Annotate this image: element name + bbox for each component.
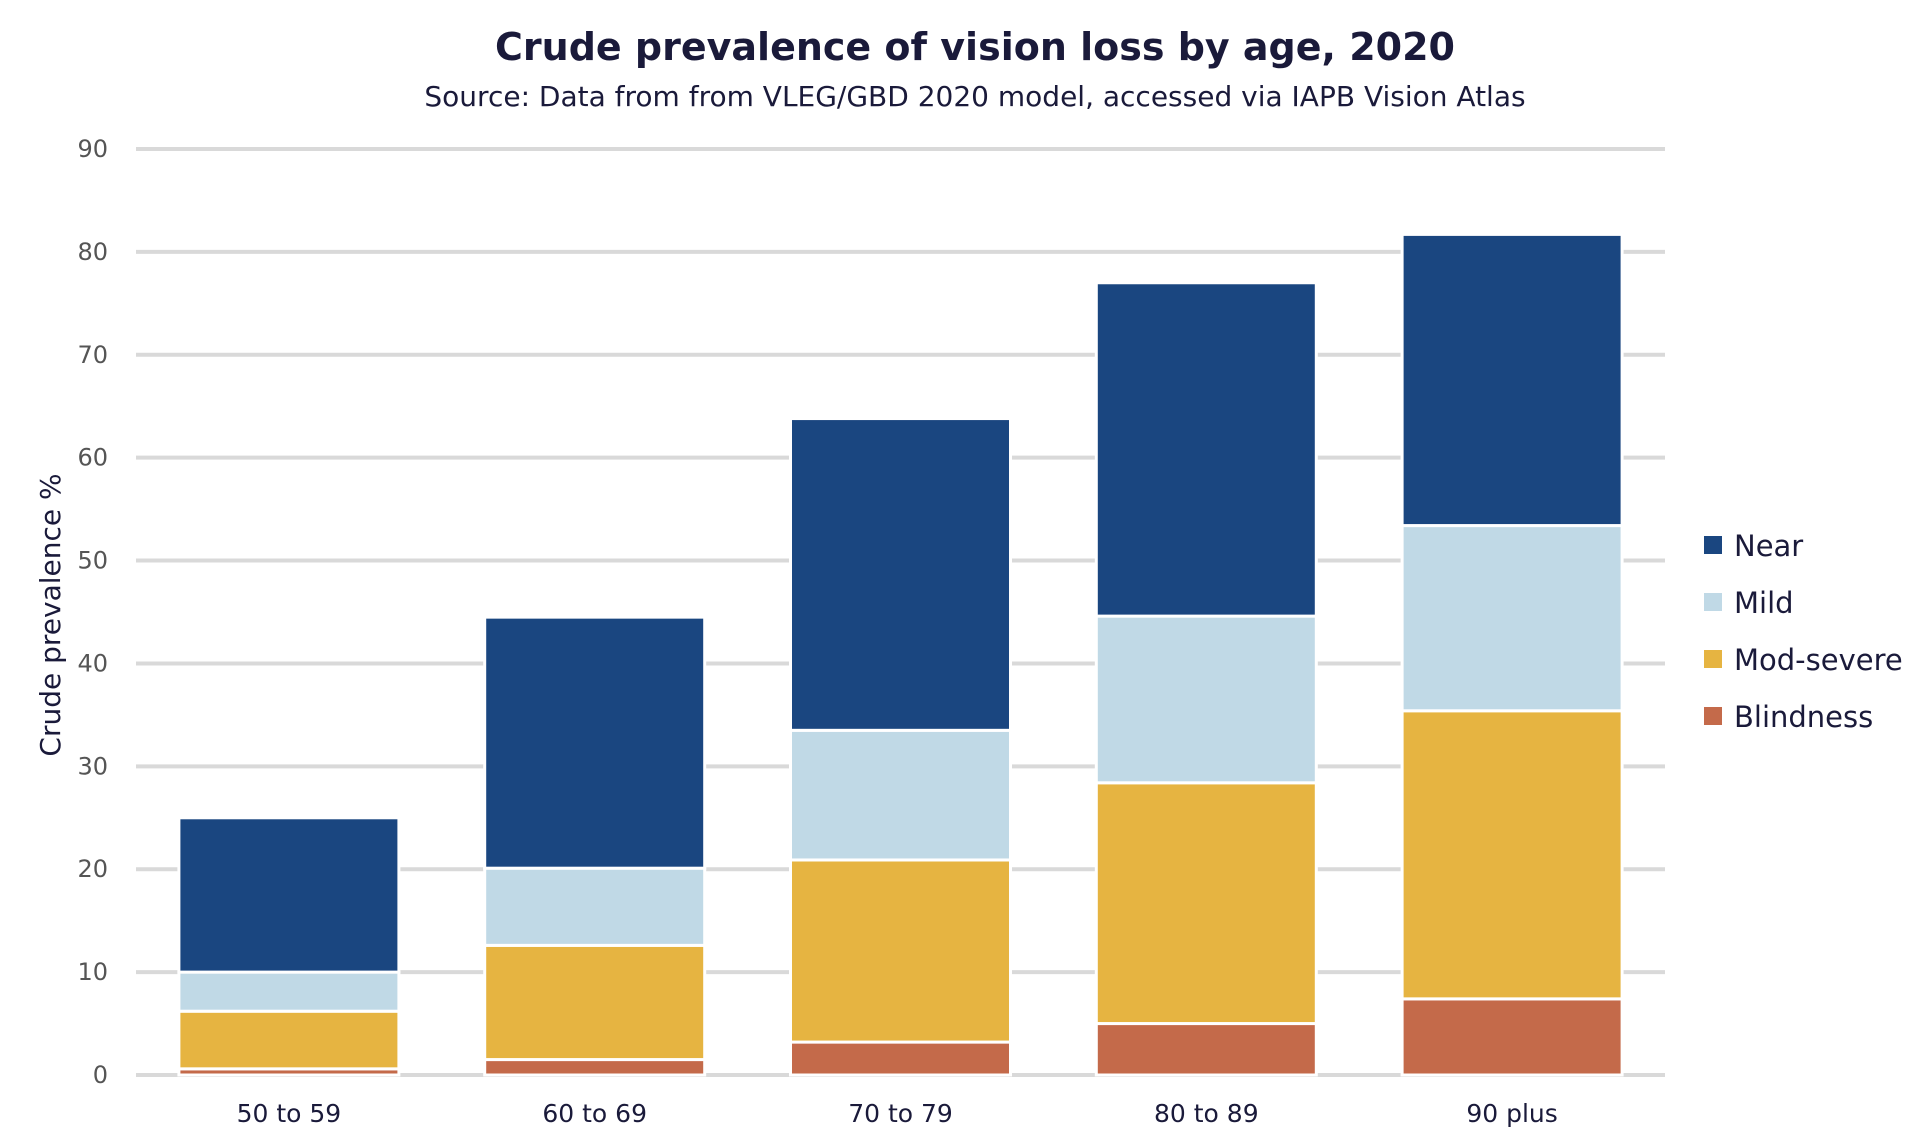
bar-segment bbox=[177, 970, 401, 1013]
y-axis-label: Crude prevalence % bbox=[34, 473, 67, 756]
legend-item: Near bbox=[1704, 529, 1803, 563]
bar-segment bbox=[483, 1058, 707, 1077]
bar-segment bbox=[789, 858, 1012, 1044]
bars bbox=[177, 232, 1624, 1077]
y-tick-label: 60 bbox=[77, 444, 108, 472]
y-tick-label: 80 bbox=[77, 238, 108, 266]
legend-swatch bbox=[1704, 650, 1722, 668]
bar-segment bbox=[483, 943, 707, 1062]
bar-segment bbox=[483, 866, 707, 947]
bar-segment bbox=[1094, 281, 1318, 618]
x-tick-label: 80 to 89 bbox=[1154, 1099, 1259, 1128]
x-tick-label: 50 to 59 bbox=[237, 1099, 342, 1128]
bar-segment bbox=[1094, 614, 1318, 785]
y-tick-label: 0 bbox=[93, 1061, 108, 1089]
y-tick-label: 10 bbox=[77, 958, 108, 986]
y-tick-label: 40 bbox=[77, 649, 108, 677]
y-tick-label: 30 bbox=[77, 752, 108, 780]
x-tick-label: 70 to 79 bbox=[848, 1099, 953, 1128]
legend-label: Near bbox=[1734, 529, 1803, 563]
legend: Near Mild Mod-severe Blindness bbox=[1704, 529, 1903, 734]
bar-segment bbox=[1094, 1022, 1318, 1077]
bar-segment bbox=[177, 1009, 401, 1071]
bar-segment bbox=[1400, 997, 1624, 1077]
x-tick-label: 90 plus bbox=[1466, 1099, 1557, 1128]
legend-item: Mild bbox=[1704, 586, 1794, 620]
bar-segment bbox=[789, 1040, 1012, 1077]
legend-item: Blindness bbox=[1704, 700, 1873, 734]
y-tick-label: 50 bbox=[77, 547, 108, 575]
bar-segment bbox=[483, 615, 707, 870]
legend-label: Blindness bbox=[1734, 700, 1873, 734]
bar-segment bbox=[1400, 232, 1624, 528]
y-tick-label: 20 bbox=[77, 855, 108, 883]
legend-swatch bbox=[1704, 536, 1722, 554]
y-tick-label: 90 bbox=[77, 135, 108, 163]
bar-segment bbox=[789, 417, 1012, 732]
legend-item: Mod-severe bbox=[1704, 643, 1903, 677]
legend-swatch bbox=[1704, 593, 1722, 611]
chart-subtitle: Source: Data from from VLEG/GBD 2020 mod… bbox=[424, 80, 1525, 113]
x-axis-ticks: 50 to 59 60 to 69 70 to 79 80 to 89 90 plus bbox=[237, 1099, 1558, 1128]
bar-segment bbox=[789, 728, 1012, 862]
legend-label: Mild bbox=[1734, 586, 1794, 620]
bar-segment bbox=[1094, 781, 1318, 1026]
chart-title: Crude prevalence of vision loss by age, … bbox=[495, 25, 1455, 69]
bar-segment bbox=[1400, 709, 1624, 1001]
y-tick-label: 70 bbox=[77, 341, 108, 369]
x-tick-label: 60 to 69 bbox=[542, 1099, 647, 1128]
bar-segment bbox=[1400, 524, 1624, 713]
legend-swatch bbox=[1704, 707, 1722, 725]
legend-label: Mod-severe bbox=[1734, 643, 1903, 677]
y-axis-ticks: 0 10 20 30 40 50 60 70 80 90 bbox=[77, 135, 108, 1089]
bar-segment bbox=[177, 816, 401, 974]
